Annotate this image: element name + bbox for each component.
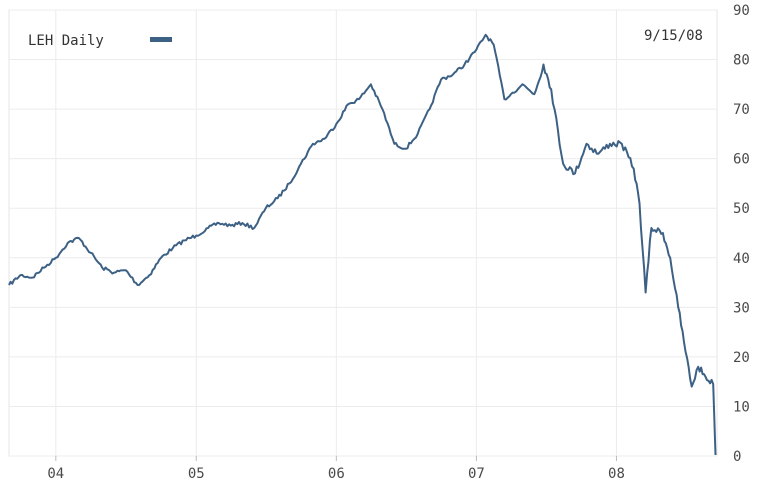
y-tick-label: 30 bbox=[733, 300, 750, 316]
grid-layer bbox=[9, 9, 717, 457]
legend-swatch bbox=[150, 37, 172, 42]
y-tick-label: 0 bbox=[733, 449, 741, 465]
legend-label: LEH Daily bbox=[28, 33, 104, 49]
x-axis: 04 05 06 07 08 bbox=[47, 456, 625, 482]
line-layer bbox=[8, 33, 717, 456]
x-tick-label: 04 bbox=[47, 466, 64, 482]
y-tick-label: 50 bbox=[733, 201, 750, 217]
y-axis: 0 10 20 30 40 50 60 70 80 90 bbox=[733, 3, 750, 465]
x-tick-label: 08 bbox=[608, 466, 625, 482]
y-tick-label: 40 bbox=[733, 251, 750, 267]
plot-area bbox=[8, 9, 718, 457]
y-tick-label: 20 bbox=[733, 350, 750, 366]
x-tick-label: 06 bbox=[328, 466, 345, 482]
date-label: 9/15/08 bbox=[644, 28, 703, 44]
x-tick-label: 07 bbox=[468, 466, 485, 482]
y-tick-label: 60 bbox=[733, 152, 750, 168]
y-tick-label: 80 bbox=[733, 53, 750, 69]
legend: LEH Daily bbox=[28, 33, 172, 49]
x-tick-label: 05 bbox=[188, 466, 205, 482]
y-tick-label: 10 bbox=[733, 399, 750, 415]
y-tick-label: 90 bbox=[733, 3, 750, 19]
series-line-leh bbox=[8, 33, 717, 456]
y-tick-label: 70 bbox=[733, 102, 750, 118]
